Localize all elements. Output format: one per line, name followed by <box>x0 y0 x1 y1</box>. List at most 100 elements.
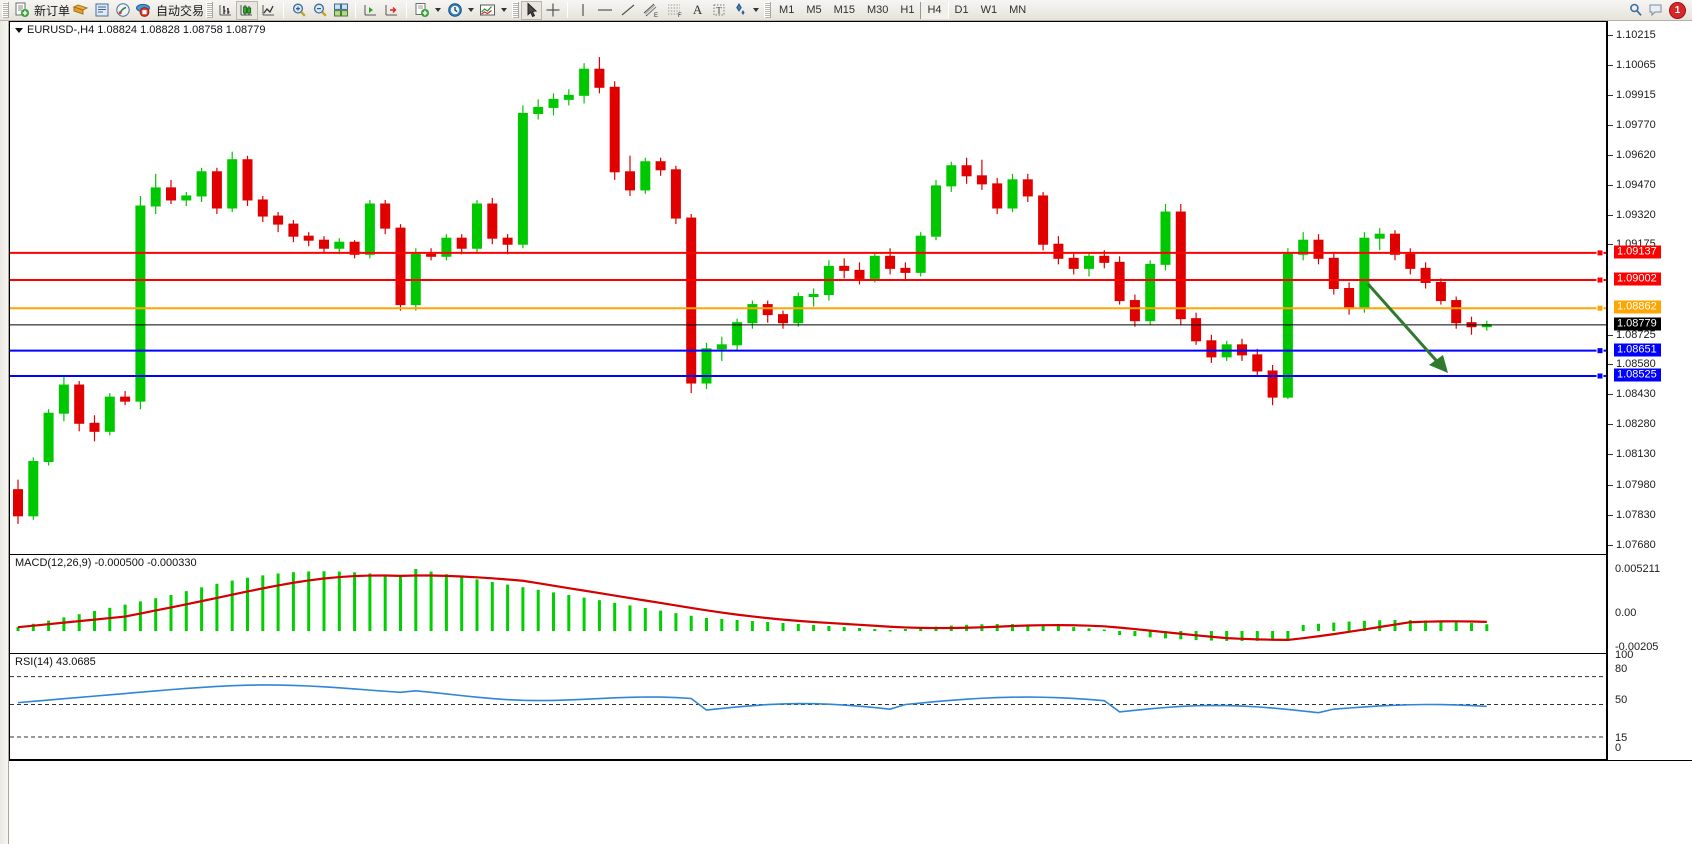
toolbar-separator-4 <box>567 2 569 18</box>
price-axis-label: 1.08280 <box>1616 418 1656 431</box>
price-axis-tick <box>1608 545 1613 546</box>
main-toolbar: 新订单 自动交易 <box>0 0 1692 21</box>
timeframe-m15[interactable]: M15 <box>833 4 855 16</box>
timeframe-m30[interactable]: M30 <box>867 4 889 16</box>
price-axis-label: 1.09770 <box>1616 118 1656 131</box>
navigator-icon[interactable] <box>112 1 133 20</box>
period-icon[interactable] <box>444 1 465 20</box>
shapes-dropdown-caret[interactable] <box>753 8 760 12</box>
timeframe-w1[interactable]: W1 <box>980 4 998 16</box>
price-axis-label: 1.08430 <box>1616 388 1656 401</box>
price-label-resistance-1[interactable]: 1.09137 <box>1614 245 1661 259</box>
autotrade-icon[interactable] <box>133 1 154 20</box>
new-order-icon[interactable] <box>11 1 32 20</box>
price-axis-tick <box>1608 35 1613 36</box>
price-axis-label: 1.08130 <box>1616 448 1656 461</box>
timeframe-m1[interactable]: M1 <box>779 4 795 16</box>
price-axis-tick <box>1608 394 1613 396</box>
autotrade-label[interactable]: 自动交易 <box>156 3 205 18</box>
auto-scroll-icon[interactable] <box>381 1 402 20</box>
price-axis-label: 1.10065 <box>1616 59 1656 72</box>
indicators-icon[interactable] <box>411 1 432 20</box>
timeframe-m5[interactable]: M5 <box>806 4 822 16</box>
macd-plot <box>16 569 1489 642</box>
price-axis-tick <box>1608 95 1613 97</box>
data-window-icon[interactable] <box>91 1 112 20</box>
cursor-icon[interactable] <box>521 0 543 20</box>
equidistant-channel-icon[interactable]: E <box>639 1 663 20</box>
timeframe-h1[interactable]: H1 <box>900 4 915 16</box>
price-axis-tick <box>1608 184 1613 186</box>
rsi-plot <box>10 676 1606 738</box>
price-label-pivot[interactable]: 1.08862 <box>1614 300 1661 314</box>
price-axis-tick <box>1608 363 1613 365</box>
price-axis-label: 1.07680 <box>1616 539 1656 551</box>
zoom-in-icon[interactable] <box>288 1 309 20</box>
price-pane[interactable]: EURUSD-,H4 1.08824 1.08828 1.08758 1.087… <box>9 21 1607 555</box>
toolbar-right-group: 1 <box>1625 1 1692 20</box>
rsi-axis-label: 100 <box>1615 649 1634 661</box>
toolbar-separator-3 <box>406 2 408 18</box>
alerts-icon[interactable] <box>1646 1 1667 20</box>
price-axis[interactable]: 1.10215 1.10065 1.09915 1.09770 1.09620 1.094… <box>1607 21 1692 760</box>
price-axis-label: 1.09915 <box>1616 89 1656 102</box>
tile-windows-icon[interactable] <box>330 1 351 20</box>
candlestick-chart-icon[interactable] <box>236 0 259 20</box>
price-axis-tick <box>1608 454 1613 456</box>
price-axis-tick <box>1608 124 1613 126</box>
line-chart-icon[interactable] <box>258 1 279 20</box>
bar-chart-icon[interactable] <box>215 1 236 20</box>
notification-badge[interactable]: 1 <box>1669 1 1686 19</box>
folder-icon[interactable] <box>70 1 91 20</box>
search-icon[interactable] <box>1625 1 1646 20</box>
text-label-icon[interactable]: A <box>692 2 703 17</box>
chart-vertical-scrollbar[interactable] <box>0 21 9 844</box>
new-order-label[interactable]: 新订单 <box>34 3 71 18</box>
macd-pane[interactable]: MACD(12,26,9) -0.000500 -0.000330 <box>9 554 1607 654</box>
macd-signal-line <box>17 574 1487 642</box>
rsi-axis-label: 15 <box>1615 732 1628 744</box>
price-axis-tick <box>1608 215 1613 217</box>
price-label-resistance-2[interactable]: 1.09002 <box>1614 272 1661 286</box>
timeframe-mn[interactable]: MN <box>1009 4 1027 16</box>
templates-dropdown-caret[interactable] <box>501 8 508 12</box>
chart-collapse-icon[interactable] <box>15 27 23 33</box>
price-label-current-price[interactable]: 1.08779 <box>1614 317 1661 331</box>
price-axis-tick <box>1608 334 1613 336</box>
toolbar-grip-4[interactable] <box>764 2 772 18</box>
svg-text:T: T <box>716 6 722 16</box>
timeframe-h4[interactable]: H4 <box>920 1 949 19</box>
price-axis-label: 1.09620 <box>1616 148 1656 161</box>
price-label-support-2[interactable]: 1.08525 <box>1614 368 1661 382</box>
trendline-icon[interactable] <box>617 1 639 20</box>
text-box-icon[interactable]: T <box>708 1 729 20</box>
indicators-dropdown-caret[interactable] <box>435 8 442 12</box>
toolbar-separator-2 <box>355 2 357 18</box>
toolbar-grip[interactable] <box>2 2 9 18</box>
toolbar-grip-2[interactable] <box>206 2 214 18</box>
zoom-out-icon[interactable] <box>309 1 330 20</box>
toolbar-separator-1 <box>283 2 285 18</box>
svg-text:F: F <box>678 13 682 18</box>
toolbar-grip-3[interactable] <box>512 2 520 18</box>
crosshair-icon[interactable] <box>542 1 563 20</box>
price-axis-tick <box>1608 424 1613 426</box>
shapes-icon[interactable] <box>729 1 750 20</box>
symbol-ohlc-label: EURUSD-,H4 1.08824 1.08828 1.08758 1.087… <box>15 24 266 36</box>
time-axis[interactable]: 14 Jun 202314 Jun 20:0015 Jun 12:0016 Ju… <box>9 760 1692 844</box>
rsi-line <box>17 684 1487 714</box>
shift-end-icon[interactable] <box>360 1 381 20</box>
price-axis-label: 1.08580 <box>1616 357 1656 370</box>
timeframe-d1[interactable]: D1 <box>954 4 969 16</box>
templates-icon[interactable] <box>477 1 498 20</box>
price-axis-label: 1.07830 <box>1616 508 1656 521</box>
period-dropdown-caret[interactable] <box>468 8 475 12</box>
price-label-support-1[interactable]: 1.08651 <box>1614 343 1661 357</box>
rsi-axis-label: 80 <box>1615 663 1628 675</box>
vertical-line-icon[interactable] <box>572 1 593 20</box>
price-axis-label: 1.08725 <box>1616 328 1656 341</box>
price-axis-label: 1.10215 <box>1616 29 1656 41</box>
rsi-pane[interactable]: RSI(14) 43.0685 <box>9 653 1607 760</box>
fibonacci-icon[interactable]: F <box>663 1 687 20</box>
horizontal-line-icon[interactable] <box>593 1 617 20</box>
